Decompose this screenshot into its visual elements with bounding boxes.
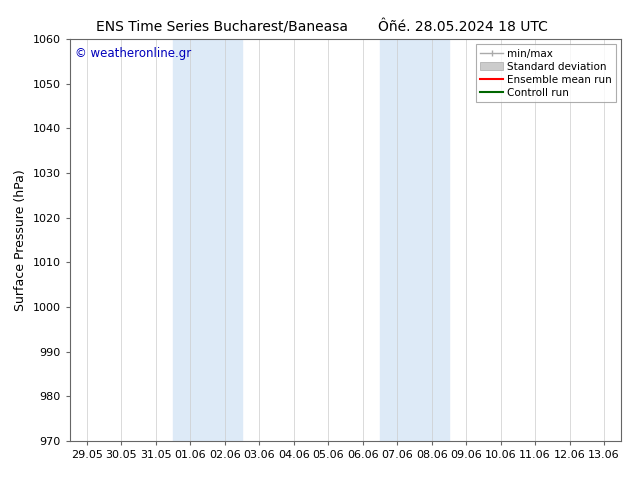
Legend: min/max, Standard deviation, Ensemble mean run, Controll run: min/max, Standard deviation, Ensemble me… [476, 45, 616, 102]
Text: Ôñé. 28.05.2024 18 UTC: Ôñé. 28.05.2024 18 UTC [378, 20, 548, 34]
Text: © weatheronline.gr: © weatheronline.gr [75, 47, 191, 60]
Bar [380, 39, 449, 441]
Bar [173, 39, 242, 441]
Y-axis label: Surface Pressure (hPa): Surface Pressure (hPa) [14, 169, 27, 311]
Text: ENS Time Series Bucharest/Baneasa: ENS Time Series Bucharest/Baneasa [96, 20, 348, 34]
